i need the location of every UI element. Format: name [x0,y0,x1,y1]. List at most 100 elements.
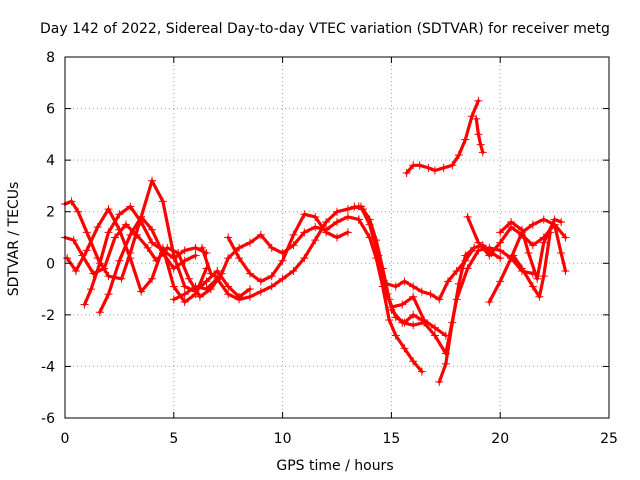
series-sat-h [224,210,352,286]
data-point [443,277,452,286]
y-tick-label: -2 [41,308,55,324]
data-point [533,274,542,283]
data-point [115,210,124,219]
series-sat-l [383,243,479,304]
series-line [474,117,485,154]
y-tick-label: 6 [46,102,55,118]
y-tick-label: -4 [41,359,55,375]
data-point [148,176,157,185]
data-point [267,282,276,291]
data-point [557,218,566,227]
series-sat-d [80,202,211,309]
data-point [322,218,331,227]
data-point [137,212,146,221]
data-point [202,277,211,286]
data-point [420,318,429,327]
data-point [448,318,457,327]
data-point [256,287,265,296]
data-point [300,228,309,237]
data-point [409,310,418,319]
data-point [224,254,233,263]
x-axis-title: GPS time / hours [276,458,393,474]
data-point [169,295,178,304]
data-point [467,112,476,121]
data-point [496,238,505,247]
data-point [383,279,392,288]
data-point [372,254,381,263]
data-point [126,230,135,239]
data-point [333,207,341,216]
series-line [405,99,480,175]
data-point [215,274,224,283]
data-point [224,290,233,299]
data-point [378,282,387,291]
data-point [430,331,439,340]
data-point [278,274,287,283]
data-point [245,285,254,294]
data-point [517,225,526,234]
x-tick-label: 10 [274,431,292,447]
axis-ticks [64,56,610,419]
series-line [352,205,424,325]
data-point [557,248,566,257]
data-point [478,148,487,157]
data-point [528,241,537,250]
data-point [417,287,426,296]
data-point [561,267,570,276]
data-point [311,223,320,232]
data-point [474,238,483,247]
plot-frame [64,56,610,419]
series-line [359,205,448,338]
data-point [409,357,418,366]
data-point [195,292,204,301]
series-sat-f [169,202,363,304]
data-point [278,256,287,265]
data-point [535,292,544,301]
data-point [191,251,200,260]
series-group [61,96,570,386]
data-point [474,96,483,105]
data-point [343,212,352,221]
data-point [191,282,200,291]
data-point [245,238,254,247]
data-point [343,205,352,214]
data-point [100,264,109,273]
data-point [137,287,146,296]
data-point [398,318,407,327]
data-point [476,140,485,149]
data-point [169,282,178,291]
data-point [148,274,157,283]
data-point [439,163,448,172]
data-point [235,243,244,252]
series-sat-o [402,96,483,178]
data-point [267,243,276,252]
data-point [69,236,78,245]
data-point [550,215,559,224]
data-point [111,233,120,242]
data-point [213,267,222,276]
x-tick-label: 20 [491,431,509,447]
data-point [93,223,102,232]
data-point [470,243,479,252]
data-point [126,202,135,211]
y-tick-labels: -6 -4 -2 0 2 4 6 8 [41,50,55,427]
series-sat-t [509,228,555,301]
data-point [356,202,365,211]
data-point [104,228,113,237]
data-point [104,205,113,214]
data-point [300,210,309,219]
data-point [180,246,189,255]
data-point [95,259,104,268]
data-point [435,377,444,386]
data-point [400,344,409,353]
series-sat-n [435,241,505,386]
data-point [365,233,374,242]
data-point [80,300,89,309]
y-axis-title: SDTVAR / TECUs [6,182,22,297]
data-point [387,305,396,314]
series-sat-k [354,215,426,376]
data-point [461,251,470,260]
data-point [452,267,461,276]
data-point [409,321,418,330]
data-point [121,220,130,229]
